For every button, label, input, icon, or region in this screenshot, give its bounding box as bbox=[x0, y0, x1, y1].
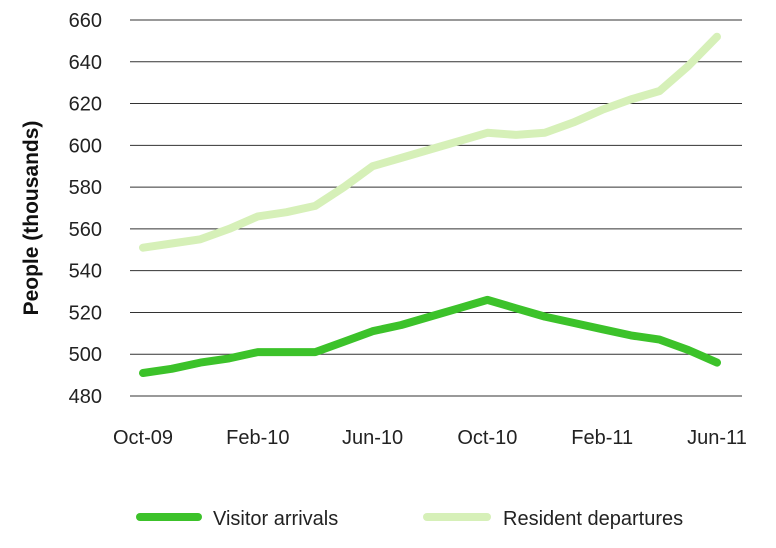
y-tick-label: 560 bbox=[69, 219, 102, 241]
x-tick-label: Oct-09 bbox=[113, 427, 173, 449]
y-tick-label: 660 bbox=[69, 10, 102, 32]
legend-label: Resident departures bbox=[503, 508, 683, 530]
x-tick-label: Jun-10 bbox=[342, 427, 403, 449]
legend: Visitor arrivals Resident departures bbox=[136, 508, 683, 530]
series-line-resident-departures bbox=[139, 32, 721, 252]
y-tick-label: 520 bbox=[69, 302, 102, 324]
series-lines bbox=[139, 32, 721, 377]
y-axis-ticks: 480 500 520 540 560 580 600 620 640 660 bbox=[69, 10, 102, 408]
y-tick-label: 540 bbox=[69, 261, 102, 283]
y-tick-label: 620 bbox=[69, 94, 102, 116]
y-tick-label: 580 bbox=[69, 177, 102, 199]
series-line-visitor-arrivals bbox=[139, 295, 721, 377]
x-axis-ticks: Oct-09 Feb-10 Jun-10 Oct-10 Feb-11 Jun-11 bbox=[113, 427, 747, 449]
y-tick-label: 500 bbox=[69, 344, 102, 366]
y-tick-label: 480 bbox=[69, 386, 102, 408]
x-tick-label: Oct-10 bbox=[457, 427, 517, 449]
x-tick-label: Jun-11 bbox=[687, 427, 747, 449]
y-axis-label: People (thousands) bbox=[20, 121, 43, 316]
x-tick-label: Feb-10 bbox=[226, 427, 289, 449]
y-tick-label: 640 bbox=[69, 52, 102, 74]
legend-label: Visitor arrivals bbox=[213, 508, 338, 530]
x-tick-label: Feb-11 bbox=[571, 427, 633, 449]
y-tick-label: 600 bbox=[69, 135, 102, 157]
